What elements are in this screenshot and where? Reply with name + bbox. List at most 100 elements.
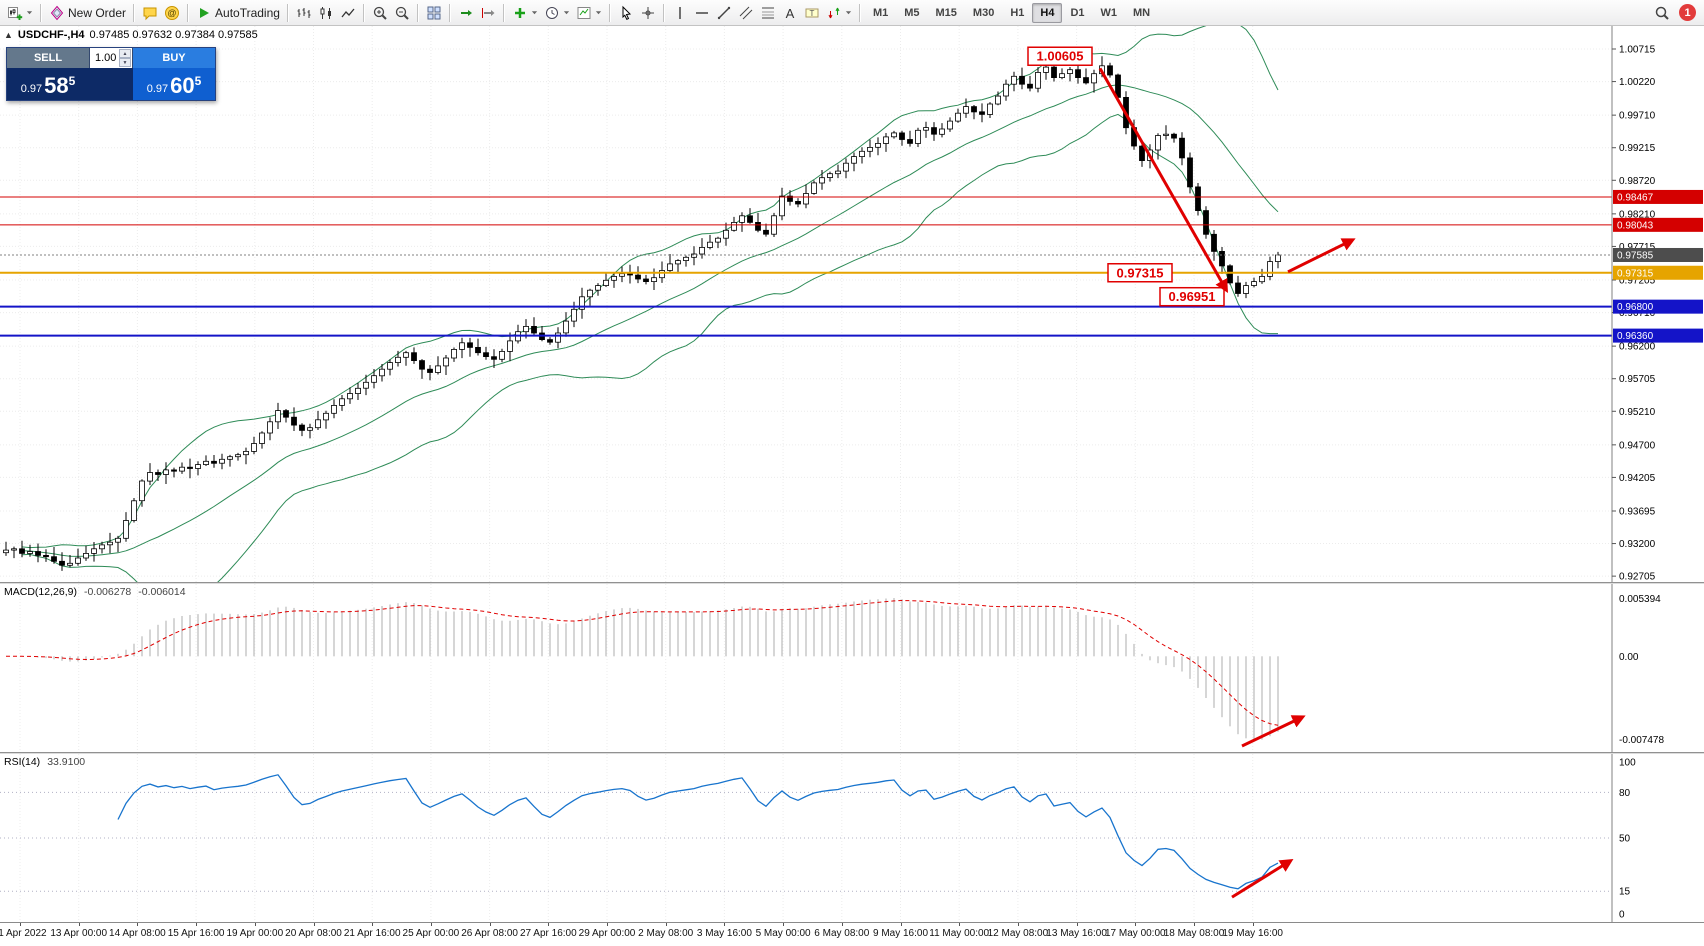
- toolbar-separator: [858, 3, 861, 22]
- svg-text:0.96200: 0.96200: [1619, 342, 1656, 353]
- macd-label-row: MACD(12,26,9) -0.006278 -0.006014: [4, 586, 186, 598]
- svg-text:0.98467: 0.98467: [1617, 192, 1654, 203]
- timeframe-m30-button[interactable]: M30: [972, 6, 995, 19]
- search-icon: [1655, 6, 1669, 20]
- time-tick: [1017, 923, 1019, 926]
- volume-up-button[interactable]: ▲: [119, 49, 131, 58]
- cursor-button[interactable]: [615, 2, 637, 23]
- time-label: 29 Apr 00:00: [578, 928, 636, 939]
- pane-splitter[interactable]: [0, 752, 1704, 754]
- templates-icon: [577, 6, 591, 19]
- crosshair-button[interactable]: [637, 2, 659, 23]
- timeframe-m5-button[interactable]: M5: [904, 6, 920, 19]
- time-label: 5 May 00:00: [755, 928, 811, 939]
- auto-scroll-button[interactable]: [455, 2, 477, 23]
- svg-text:0.96360: 0.96360: [1617, 331, 1654, 342]
- autotrading-label: AutoTrading: [215, 5, 280, 20]
- time-tick: [1076, 923, 1078, 926]
- time-tick: [489, 923, 491, 926]
- toolbar-separator: [502, 3, 505, 22]
- macd-chart-canvas[interactable]: 0.005394 0.00 -0.007478: [0, 584, 1704, 752]
- svg-text:1.00605: 1.00605: [1037, 49, 1084, 64]
- svg-text:0.99215: 0.99215: [1619, 143, 1656, 154]
- fibonacci-button[interactable]: [757, 2, 779, 23]
- volume-down-button[interactable]: ▼: [119, 58, 131, 67]
- chart-line-button[interactable]: [337, 2, 359, 23]
- oneclick-collapse-toggle[interactable]: ▲: [4, 30, 13, 40]
- periods-clock-button[interactable]: [541, 2, 573, 23]
- search-button[interactable]: [1651, 2, 1673, 23]
- rsi-chart-canvas[interactable]: 100 80 50 15 0: [0, 754, 1704, 922]
- time-tick: [313, 923, 315, 926]
- text-icon: A: [786, 6, 795, 21]
- arrows-button[interactable]: [823, 2, 855, 23]
- autotrading-button[interactable]: AutoTrading: [193, 2, 283, 23]
- zoom-out-button[interactable]: [391, 2, 413, 23]
- oneclick-middle-gap: [89, 68, 133, 100]
- hline-icon: [695, 11, 708, 14]
- time-label: 19 May 16:00: [1222, 928, 1283, 939]
- chart-bars-button[interactable]: [293, 2, 315, 23]
- timeframe-d1-button[interactable]: D1: [1070, 6, 1085, 19]
- time-label: 11 Apr 2022: [0, 928, 47, 939]
- trendline-button[interactable]: [713, 2, 735, 23]
- svg-text:@: @: [167, 8, 176, 18]
- notification-badge[interactable]: 1: [1679, 4, 1696, 21]
- chart-shift-button[interactable]: [477, 2, 499, 23]
- timeframe-h1-button[interactable]: H1: [1010, 6, 1025, 19]
- trendline-icon: [717, 6, 731, 19]
- toolbar-separator: [286, 3, 289, 22]
- svg-text:0.92705: 0.92705: [1619, 572, 1656, 582]
- community-button[interactable]: @: [161, 2, 183, 23]
- chart-candles-icon: [320, 6, 331, 19]
- time-tick: [372, 923, 374, 926]
- hline-button[interactable]: [691, 2, 713, 23]
- time-tick: [20, 923, 21, 926]
- buy-price-sup: 5: [194, 74, 202, 88]
- svg-text:0.96951: 0.96951: [1169, 289, 1216, 304]
- time-label: 11 May 00:00: [929, 928, 990, 939]
- timeframe-m1-button[interactable]: M1: [872, 6, 889, 19]
- macd-pane: 0.005394 0.00 -0.007478 MACD(12,26,9) -0.0…: [0, 584, 1704, 752]
- vline-button[interactable]: [669, 2, 691, 23]
- svg-text:A: A: [786, 6, 795, 21]
- new-order-button[interactable]: New Order: [46, 2, 129, 23]
- chat-button[interactable]: [139, 2, 161, 23]
- time-label: 3 May 16:00: [696, 928, 752, 939]
- text-label-button[interactable]: T: [801, 2, 823, 23]
- svg-text:0: 0: [1619, 910, 1625, 921]
- time-tick: [548, 923, 550, 926]
- toolbar-separator: [416, 3, 419, 22]
- auto-scroll-icon: [460, 9, 472, 16]
- pane-splitter[interactable]: [0, 582, 1704, 584]
- buy-price[interactable]: 0.97 60 5: [133, 68, 215, 100]
- price-chart-canvas[interactable]: 1.00715 1.00220 0.99710 0.99215 0.98720 0.982…: [0, 26, 1704, 582]
- channel-icon: [739, 6, 753, 19]
- time-tick: [841, 923, 843, 926]
- new-chart-button[interactable]: [4, 2, 36, 23]
- sell-button[interactable]: SELL: [7, 48, 89, 68]
- chart-symbol-period: USDCHF-,H4: [17, 29, 85, 41]
- bollinger-upper: [21, 26, 1279, 549]
- autotrading-icon: [200, 7, 210, 18]
- timeframe-h4-button[interactable]: H4: [1032, 2, 1063, 23]
- zoom-in-button[interactable]: [369, 2, 391, 23]
- time-label: 26 Apr 08:00: [461, 928, 518, 939]
- buy-button[interactable]: BUY: [133, 48, 215, 68]
- timeframe-w1-button[interactable]: W1: [1100, 6, 1118, 19]
- sell-price[interactable]: 0.97 58 5: [7, 68, 89, 100]
- timeframe-mn-button[interactable]: MN: [1133, 6, 1151, 19]
- one-click-trading-panel: SELL ▲ ▼ BUY 0.97 58 5 0.97: [6, 47, 216, 101]
- time-tick: [607, 923, 608, 926]
- channel-button[interactable]: [735, 2, 757, 23]
- chart-candles-button[interactable]: [315, 2, 337, 23]
- svg-text:0.94205: 0.94205: [1619, 473, 1656, 484]
- svg-text:0.97315: 0.97315: [1617, 268, 1654, 279]
- templates-button[interactable]: [573, 2, 605, 23]
- timeframe-m15-button[interactable]: M15: [935, 6, 957, 19]
- indicators-add-button[interactable]: [509, 2, 541, 23]
- tile-windows-button[interactable]: [423, 2, 445, 23]
- svg-text:0.97315: 0.97315: [1117, 265, 1164, 280]
- text-button[interactable]: A: [779, 2, 801, 23]
